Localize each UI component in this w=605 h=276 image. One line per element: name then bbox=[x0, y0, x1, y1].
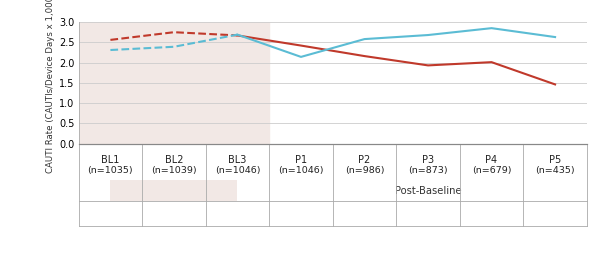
Text: BL2: BL2 bbox=[165, 155, 183, 165]
Text: (n=679): (n=679) bbox=[472, 166, 511, 175]
Text: (n=1046): (n=1046) bbox=[215, 166, 260, 175]
Text: Post-Baseline: Post-Baseline bbox=[394, 186, 462, 196]
Text: P1: P1 bbox=[295, 155, 307, 165]
Text: (n=1039): (n=1039) bbox=[151, 166, 197, 175]
Text: (n=1035): (n=1035) bbox=[88, 166, 133, 175]
Y-axis label: CAUTI Rate (CAUTIs/Device Days x 1,000): CAUTI Rate (CAUTIs/Device Days x 1,000) bbox=[46, 0, 55, 173]
Text: BL1: BL1 bbox=[101, 155, 120, 165]
Text: (n=986): (n=986) bbox=[345, 166, 384, 175]
Text: (n=435): (n=435) bbox=[535, 166, 575, 175]
Text: P2: P2 bbox=[358, 155, 371, 165]
Bar bbox=[79, 22, 269, 144]
Text: BL3: BL3 bbox=[228, 155, 247, 165]
Text: (n=1046): (n=1046) bbox=[278, 166, 324, 175]
Text: P5: P5 bbox=[549, 155, 561, 165]
Text: P4: P4 bbox=[485, 155, 498, 165]
Text: Baseline: Baseline bbox=[152, 186, 195, 196]
Text: P3: P3 bbox=[422, 155, 434, 165]
Text: (n=873): (n=873) bbox=[408, 166, 448, 175]
